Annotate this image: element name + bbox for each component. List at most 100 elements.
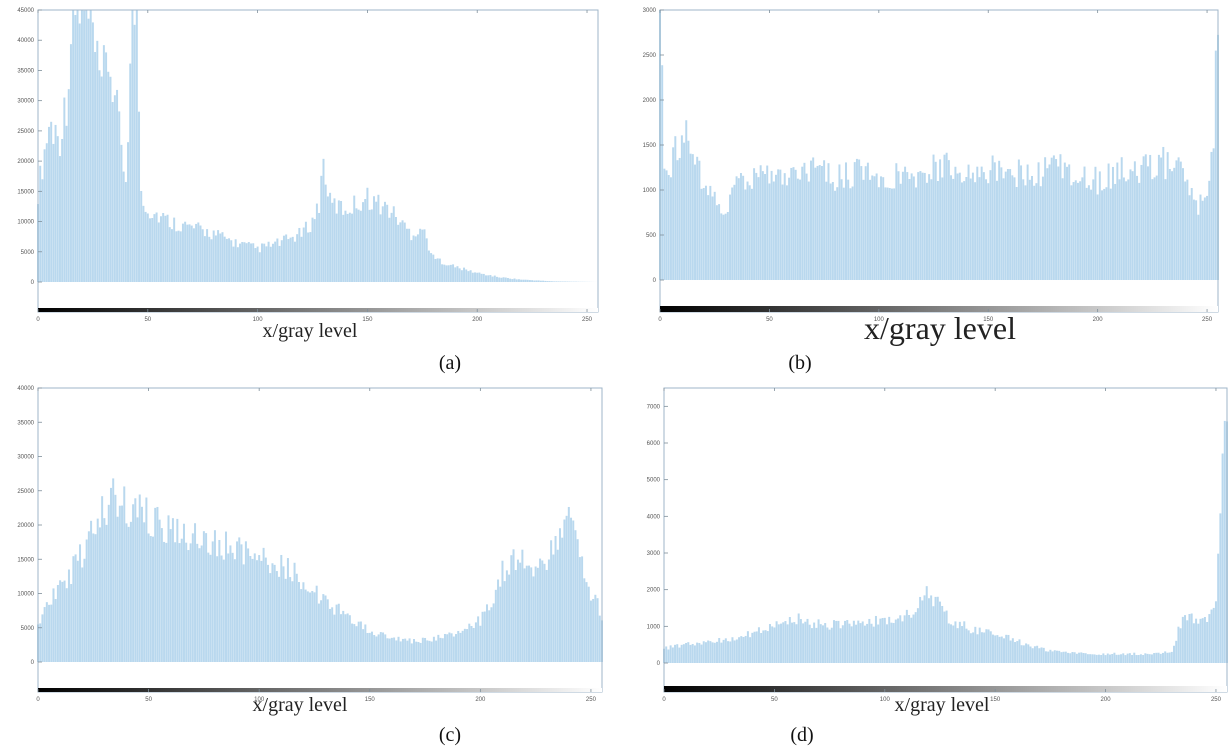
histogram-bar (216, 556, 219, 662)
histogram-bar (219, 233, 222, 282)
histogram-bar (1070, 185, 1073, 280)
histogram-bar (499, 586, 502, 662)
histogram-bar (203, 236, 206, 282)
bars-0 (37, 10, 597, 283)
histogram-bar (711, 642, 714, 663)
histogram-bar (775, 621, 778, 663)
histogram-bar (1214, 601, 1217, 663)
histogram-bar (956, 628, 959, 663)
histogram-bar (528, 565, 531, 662)
histogram-bar (808, 624, 811, 663)
histogram-bar (348, 615, 351, 662)
histogram-bar (322, 594, 325, 662)
histogram-bar (1106, 653, 1109, 663)
histogram-bar (833, 620, 835, 663)
histogram-bar (233, 559, 236, 662)
histogram-bar (996, 635, 999, 663)
histogram-bar (83, 10, 86, 282)
histogram-bar (823, 160, 826, 280)
y-tick-label: 5000 (21, 626, 35, 632)
histogram-bar (753, 168, 756, 280)
histogram-bar (455, 634, 458, 662)
histogram-bar (1037, 162, 1040, 280)
histogram-bar (127, 526, 130, 662)
histogram-bar (278, 576, 281, 662)
x-tick-label: 0 (662, 697, 666, 703)
histogram-bar (1107, 163, 1110, 280)
histogram-bar (432, 254, 435, 282)
histogram-bar (737, 178, 740, 280)
histogram-bar (127, 142, 130, 282)
histogram-bar (340, 614, 343, 662)
histogram-bar (509, 278, 512, 282)
histogram-bar (711, 196, 714, 280)
histogram-bar (916, 608, 919, 663)
histogram-bar (536, 567, 539, 662)
histogram-bar (72, 556, 75, 662)
histogram-bar (846, 620, 849, 663)
histogram-bar (135, 10, 138, 282)
histogram-bar (163, 541, 166, 662)
histogram-bar (447, 265, 450, 282)
histogram-bar (969, 178, 972, 280)
histogram-bar (1104, 655, 1107, 663)
histogram-bar (1050, 157, 1053, 280)
histogram-bar (952, 178, 955, 280)
histogram-bar (302, 227, 305, 282)
histogram-bar (1038, 648, 1041, 663)
histogram-bar (545, 569, 548, 662)
histogram-bar (348, 212, 351, 282)
histogram-bar (260, 560, 263, 662)
histogram-bar (512, 549, 515, 662)
histogram-bar (908, 179, 911, 280)
histogram-bar (1208, 614, 1211, 663)
histogram-bar (722, 214, 725, 280)
histogram-bar (465, 269, 468, 282)
histogram-bar (718, 638, 721, 663)
histogram-bar (674, 644, 677, 663)
histogram-bar (914, 612, 917, 663)
histogram-bar (50, 121, 53, 282)
histogram-bar (886, 187, 889, 280)
histogram-bar (52, 143, 55, 282)
histogram-bar (565, 515, 568, 662)
histogram-bar (691, 154, 694, 280)
histogram-bar (410, 240, 413, 282)
histogram-bar (63, 580, 66, 662)
histogram-bar (733, 184, 736, 280)
histogram-bar (164, 215, 167, 282)
histogram-bar (691, 643, 694, 663)
histogram-bar (786, 624, 789, 663)
histogram-bar (885, 624, 888, 663)
histogram-bar (291, 581, 294, 662)
histogram-bar (434, 258, 437, 282)
histogram-bar (1074, 180, 1077, 280)
histogram-bar (488, 610, 491, 662)
histogram-bar (449, 264, 452, 282)
histogram-bar (820, 166, 823, 280)
histogram-bar (554, 536, 557, 662)
histogram-bar (1027, 644, 1030, 663)
histogram-bar (782, 622, 785, 663)
histogram-bar (326, 196, 329, 282)
histogram-bar (1168, 168, 1171, 280)
histogram-bar (39, 165, 42, 282)
histogram-bar (780, 623, 783, 663)
x-tick-label: 50 (144, 317, 151, 323)
histogram-bar (276, 238, 279, 282)
histogram-bar (1190, 188, 1193, 280)
histogram-bar (927, 598, 930, 663)
histogram-bar (825, 181, 828, 280)
histogram-bar (982, 172, 985, 280)
histogram-bar (1058, 650, 1061, 663)
histogram-bar (1005, 634, 1008, 663)
histogram-bar (872, 626, 875, 663)
histogram-bar (477, 616, 480, 662)
histogram-bar (1162, 146, 1165, 280)
histogram-bar (263, 243, 266, 282)
histogram-bar (291, 236, 294, 282)
y-tick-label: 5000 (21, 250, 35, 256)
histogram-bar (945, 610, 948, 663)
histogram-bar (578, 557, 581, 662)
histogram-bar (939, 159, 942, 280)
